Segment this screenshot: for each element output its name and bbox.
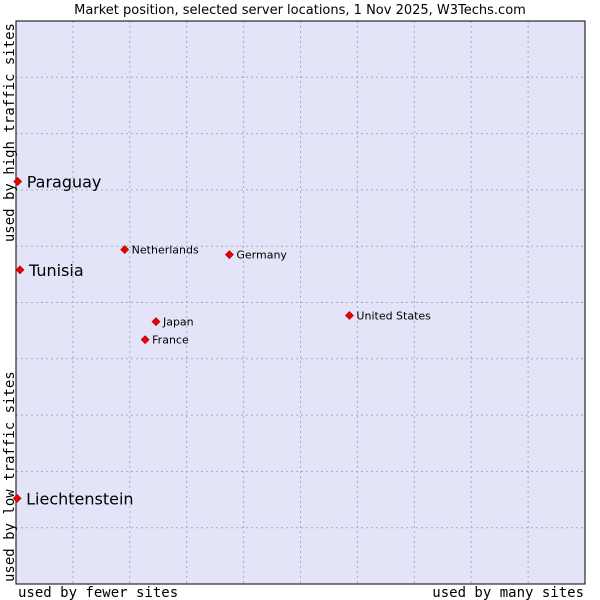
point-united-states — [345, 311, 354, 320]
grid-lines — [16, 21, 585, 584]
point-paraguay — [13, 177, 23, 186]
point-germany — [224, 250, 234, 260]
label-japan: Japan — [162, 316, 194, 329]
x-axis-label-left: used by fewer sites — [18, 585, 178, 600]
point-france — [140, 335, 150, 345]
data-points: Paraguay Tunisia Liechtenstein Netherlands G… — [12, 172, 431, 508]
y-axis-label-bottom: used by low traffic sites — [2, 371, 18, 582]
label-paraguay: Paraguay — [27, 172, 102, 191]
point-japan — [151, 317, 161, 327]
point-tunisia — [15, 265, 25, 275]
label-liechtenstein: Liechtenstein — [26, 489, 133, 508]
y-axis-label-top: used by high traffic sites — [2, 23, 18, 242]
label-united-states: United States — [356, 309, 431, 322]
label-netherlands: Netherlands — [132, 244, 199, 257]
plot-border — [15, 20, 586, 585]
x-axis-label-right: used by many sites — [432, 585, 584, 600]
point-netherlands — [120, 245, 130, 255]
label-tunisia: Tunisia — [28, 261, 84, 280]
label-germany: Germany — [236, 249, 287, 262]
label-france: France — [152, 334, 189, 347]
point-liechtenstein — [12, 493, 22, 503]
chart-title: Market position, selected server locatio… — [74, 3, 526, 18]
